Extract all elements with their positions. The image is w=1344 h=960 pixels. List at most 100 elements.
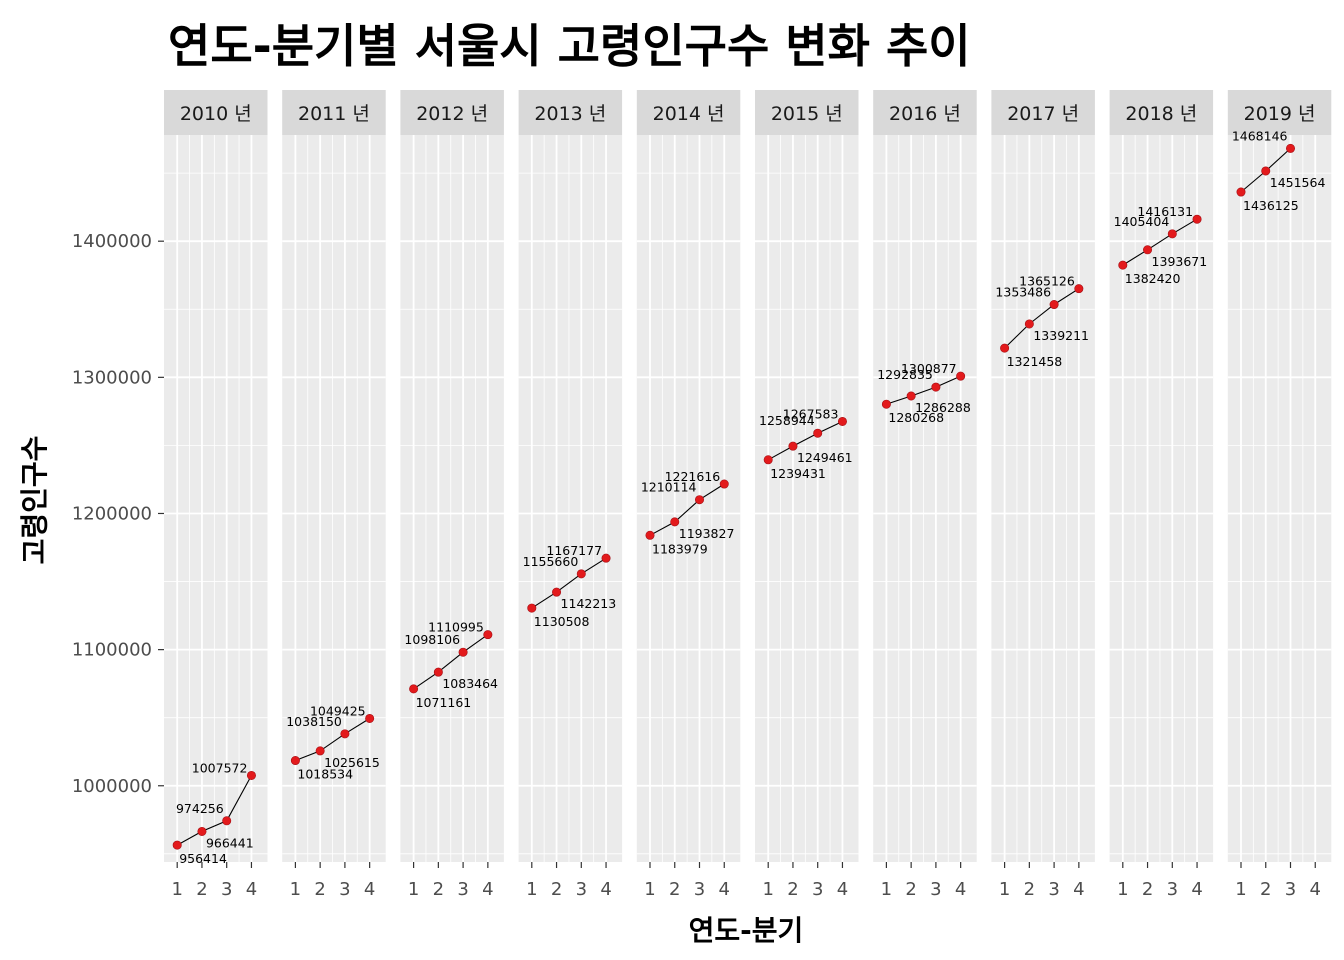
x-tick-label: 4 bbox=[482, 879, 493, 900]
x-tick-label: 4 bbox=[246, 879, 257, 900]
data-label: 1049425 bbox=[310, 703, 366, 718]
data-point bbox=[1000, 343, 1010, 353]
data-label: 1300877 bbox=[901, 361, 957, 376]
data-label: 1353486 bbox=[995, 285, 1051, 300]
data-label: 966441 bbox=[206, 835, 254, 850]
data-label: 1393671 bbox=[1152, 254, 1208, 269]
data-label: 1210114 bbox=[641, 480, 697, 495]
panel-background-2017 bbox=[991, 135, 1095, 862]
data-point bbox=[340, 729, 350, 739]
x-tick-label: 2 bbox=[1024, 879, 1035, 900]
y-tick-label: 1300000 bbox=[72, 367, 152, 388]
data-point bbox=[527, 603, 537, 613]
panel-background-2014 bbox=[636, 135, 741, 862]
data-point bbox=[1074, 284, 1084, 294]
x-tick-label: 1 bbox=[999, 879, 1010, 900]
facet-strip-2018 bbox=[1109, 90, 1214, 135]
series-line-2017 bbox=[1004, 288, 1080, 349]
x-tick-label: 4 bbox=[837, 879, 848, 900]
data-point bbox=[365, 713, 375, 723]
data-point bbox=[1236, 187, 1246, 197]
data-label: 1110995 bbox=[428, 620, 484, 635]
x-tick-label: 1 bbox=[762, 879, 773, 900]
data-label: 1221616 bbox=[665, 469, 721, 484]
data-point bbox=[552, 587, 562, 597]
panel-background-2013 bbox=[518, 135, 623, 862]
x-tick-label: 4 bbox=[1073, 879, 1084, 900]
y-tick-label: 1100000 bbox=[72, 640, 152, 661]
x-tick-label: 2 bbox=[551, 879, 562, 900]
x-tick-label: 3 bbox=[694, 879, 705, 900]
x-tick-label: 2 bbox=[196, 879, 207, 900]
facet-strip-2015 bbox=[755, 90, 859, 135]
x-tick-label: 1 bbox=[526, 879, 537, 900]
panel-background-2012 bbox=[400, 135, 504, 862]
data-point bbox=[197, 826, 207, 836]
series-line-2018 bbox=[1122, 218, 1198, 266]
facet-strip-label-2013: 2013 년 bbox=[534, 103, 606, 125]
panel-background-2010 bbox=[164, 135, 268, 862]
x-tick-label: 2 bbox=[1260, 879, 1271, 900]
x-tick-label: 3 bbox=[1285, 879, 1296, 900]
data-point bbox=[172, 840, 182, 850]
data-label: 1167177 bbox=[546, 543, 602, 558]
x-tick-label: 4 bbox=[364, 879, 375, 900]
y-axis: 1000000 1100000 1200000 1300000 1400000 bbox=[72, 231, 164, 797]
facet-strip-label-2018: 2018 년 bbox=[1125, 103, 1197, 125]
data-label: 1249461 bbox=[797, 450, 853, 465]
facet-strip-label-2015: 2015 년 bbox=[771, 103, 843, 125]
data-point bbox=[433, 667, 443, 677]
data-point bbox=[1192, 214, 1202, 224]
data-point bbox=[409, 684, 419, 694]
data-label: 1405404 bbox=[1114, 214, 1170, 229]
data-point bbox=[906, 391, 916, 401]
facet-panel-2019: 2019 년 1 2 3 4 1436125 1451564 1468146 bbox=[1227, 90, 1332, 900]
series-line-2011 bbox=[295, 718, 370, 762]
data-label: 1451564 bbox=[1270, 175, 1326, 190]
data-label: 1098106 bbox=[404, 632, 460, 647]
data-point bbox=[1286, 143, 1296, 153]
x-tick-label: 3 bbox=[576, 879, 587, 900]
x-tick-label: 2 bbox=[433, 879, 444, 900]
x-tick-label: 2 bbox=[905, 879, 916, 900]
facet-panels: 2010 년1 2 3 495641496644197425610075722011 … bbox=[164, 90, 1332, 900]
facet-strip-label-2014: 2014 년 bbox=[653, 103, 725, 125]
panel-background-2015 bbox=[755, 135, 859, 862]
x-tick-label: 3 bbox=[457, 879, 468, 900]
y-axis-title: 고령인구수 bbox=[18, 436, 51, 565]
data-point bbox=[1143, 245, 1153, 255]
y-tick-label: 1000000 bbox=[72, 776, 152, 797]
data-label: 1193827 bbox=[679, 526, 735, 541]
data-point bbox=[246, 770, 256, 780]
data-point bbox=[645, 530, 655, 540]
data-label: 1130508 bbox=[534, 614, 590, 629]
series-line-2016 bbox=[886, 375, 961, 405]
data-point bbox=[1167, 229, 1177, 239]
x-tick-label: 3 bbox=[221, 879, 232, 900]
facet-strip-2012 bbox=[400, 90, 504, 135]
facet-strip-label-2019: 2019 년 bbox=[1244, 103, 1316, 125]
data-label: 1382420 bbox=[1125, 271, 1181, 286]
facet-strip-2011 bbox=[282, 90, 386, 135]
x-tick-label: 2 bbox=[787, 879, 798, 900]
series-line-2012 bbox=[413, 634, 489, 690]
data-point bbox=[931, 382, 941, 392]
x-tick-label: 1 bbox=[881, 879, 892, 900]
facet-strip-2019 bbox=[1227, 90, 1332, 135]
data-point bbox=[694, 495, 704, 505]
x-tick-label: 2 bbox=[314, 879, 325, 900]
panel-background-2019 bbox=[1227, 135, 1332, 862]
facet-strip-label-2011: 2011 년 bbox=[298, 103, 370, 125]
x-tick-label: 4 bbox=[1310, 879, 1321, 900]
data-point bbox=[813, 428, 823, 438]
x-tick-label: 1 bbox=[1235, 879, 1246, 900]
facet-strip-2014 bbox=[636, 90, 741, 135]
data-label: 1025615 bbox=[324, 755, 380, 770]
chart-title: 연도-분기별 서울시 고령인구수 변화 추이 bbox=[168, 19, 971, 73]
data-point bbox=[837, 416, 847, 426]
